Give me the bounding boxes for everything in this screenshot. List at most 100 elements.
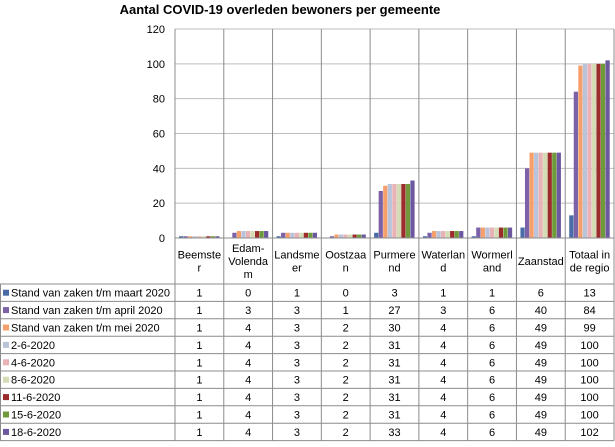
bar — [498, 227, 504, 238]
data-value-label: 100 — [580, 392, 598, 404]
data-value-label: 6 — [538, 288, 544, 300]
bar — [188, 236, 193, 238]
data-value-label: 1 — [196, 410, 202, 422]
data-value-label: 27 — [388, 305, 400, 317]
bar — [245, 231, 251, 238]
legend-label: 11-6-2020 — [11, 392, 60, 404]
legend-label: Stand van zaken t/m april 2020 — [11, 305, 163, 317]
bar — [582, 63, 588, 239]
category-label: Purmere — [373, 250, 415, 262]
bar — [206, 236, 211, 238]
bar — [290, 232, 295, 238]
data-value-label: 49 — [535, 357, 547, 369]
bar — [232, 232, 237, 238]
data-value-label: 4 — [245, 375, 251, 387]
bar — [192, 236, 197, 238]
bar — [494, 227, 499, 238]
data-value-label: 4 — [245, 357, 251, 369]
bar — [405, 184, 411, 238]
bar — [236, 231, 242, 238]
legend-label: 4-6-2020 — [11, 357, 55, 369]
bar — [573, 91, 578, 238]
category-label: Landsme — [274, 250, 319, 262]
category-label: m — [244, 269, 253, 281]
category-label: Zaanstad — [518, 256, 564, 268]
bar — [241, 231, 246, 238]
bar — [503, 227, 508, 238]
bar — [569, 215, 574, 238]
data-value-label: 1 — [196, 288, 202, 300]
legend-label: 8-6-2020 — [11, 375, 55, 387]
data-value-label: 1 — [343, 305, 349, 317]
data-value-label: 4 — [245, 340, 251, 352]
bar — [387, 184, 392, 238]
category-label: nd — [388, 263, 400, 275]
category-label: Wormerl — [471, 250, 512, 262]
data-value-label: 2 — [343, 323, 349, 335]
bar — [459, 231, 464, 238]
data-value-label: 100 — [580, 340, 598, 352]
bar — [591, 63, 597, 239]
bar — [264, 231, 269, 238]
y-tick-label: 60 — [153, 129, 165, 141]
bar — [254, 231, 260, 238]
data-value-label: 49 — [535, 375, 547, 387]
data-value-label: 102 — [580, 427, 598, 439]
data-value-label: 49 — [535, 323, 547, 335]
data-value-label: 4 — [440, 375, 446, 387]
bar — [547, 152, 552, 238]
bar — [410, 180, 415, 238]
bar — [343, 234, 348, 238]
category-label: de regio — [570, 263, 610, 275]
data-value-label: 100 — [580, 410, 598, 422]
data-value-label: 6 — [489, 410, 495, 422]
data-value-label: 6 — [489, 392, 495, 404]
bar — [450, 231, 455, 238]
data-value-label: 1 — [440, 288, 446, 300]
bar — [294, 232, 299, 238]
bar — [596, 63, 601, 239]
category-label: Oostzaa — [325, 250, 367, 262]
y-tick-label: 120 — [147, 24, 165, 36]
bar — [552, 152, 557, 238]
data-value-label: 3 — [294, 375, 300, 387]
legend-swatch — [3, 359, 9, 366]
data-value-label: 6 — [489, 340, 495, 352]
legend-label: Stand van zaken t/m maart 2020 — [11, 288, 170, 300]
legend-swatch — [3, 411, 9, 418]
data-value-label: 2 — [343, 392, 349, 404]
bar — [276, 236, 281, 238]
data-value-label: 4 — [245, 410, 251, 422]
data-value-label: 3 — [294, 323, 300, 335]
data-value-label: 1 — [196, 340, 202, 352]
legend-swatch — [3, 341, 9, 348]
bar — [520, 227, 525, 238]
category-label: Totaal in — [569, 250, 610, 262]
data-value-label: 2 — [343, 410, 349, 422]
data-value-label: 3 — [294, 427, 300, 439]
bar — [529, 152, 534, 238]
bar — [197, 236, 202, 238]
bar — [299, 232, 304, 238]
bar — [334, 234, 339, 238]
data-value-label: 2 — [343, 357, 349, 369]
data-value-label: 1 — [196, 305, 202, 317]
data-value-label: 40 — [535, 305, 547, 317]
data-value-label: 2 — [343, 427, 349, 439]
data-value-label: 100 — [580, 375, 598, 387]
y-tick-label: 20 — [153, 198, 165, 210]
bar — [422, 236, 428, 238]
data-value-label: 13 — [583, 288, 595, 300]
bar — [329, 236, 335, 238]
bar — [357, 234, 362, 238]
legend-label: 18-6-2020 — [11, 427, 61, 439]
bar — [534, 152, 539, 238]
bar — [507, 227, 513, 238]
category-label: n — [343, 263, 349, 275]
data-value-label: 4 — [440, 392, 446, 404]
bar — [471, 236, 476, 238]
bar — [281, 232, 286, 238]
bar — [183, 236, 188, 238]
bar — [361, 234, 366, 238]
data-value-label: 3 — [294, 357, 300, 369]
